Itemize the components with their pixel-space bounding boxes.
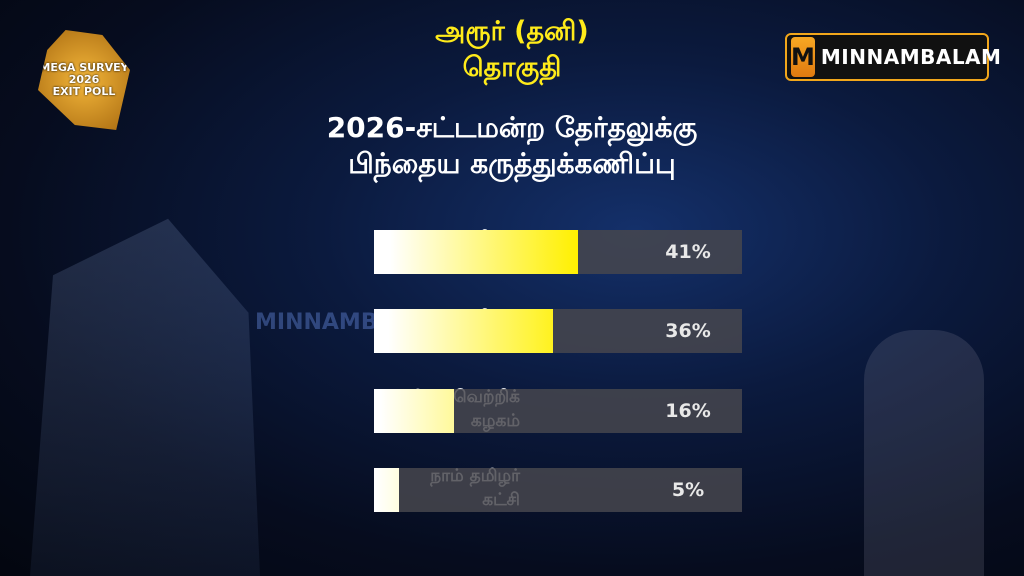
bar-row: நாம் தமிழர்கட்சி5%	[160, 466, 760, 512]
bar-row: தமிழக வெற்றிக்கழகம்16%	[160, 387, 760, 433]
constituency-label: தொகுதி	[462, 52, 562, 83]
data-label: 5%	[671, 479, 705, 501]
chart-title: 2026-சட்டமன்ற தேர்தலுக்கு பிந்தைய கருத்த…	[0, 110, 1024, 182]
bar-track: 16%	[374, 389, 742, 433]
logo-text: EXIT POLL	[52, 85, 116, 99]
constituency-name: அரூர் (தனி)	[435, 16, 589, 47]
bar-track: 41%	[374, 230, 742, 274]
logo-text: 2026	[68, 72, 100, 86]
title-line-2: பிந்தைய கருத்துக்கணிப்பு	[348, 147, 676, 180]
bar-row: திமுககூட்டணி41%	[160, 228, 760, 274]
logo-text: MEGA SURVEY	[39, 60, 129, 74]
title-line-1: 2026-சட்டமன்ற தேர்தலுக்கு	[326, 111, 698, 144]
minnambalam-m-icon: M	[791, 37, 815, 77]
data-label: 41%	[665, 241, 711, 263]
bar	[374, 230, 579, 274]
bar	[374, 389, 454, 433]
bar-row: அதிமுககூட்டணி36%	[160, 307, 760, 353]
bar-track: 5%	[374, 468, 742, 512]
bar	[374, 309, 554, 353]
data-label: 36%	[665, 320, 711, 342]
constituency-title: அரூர் (தனி) தொகுதி	[0, 14, 1024, 86]
minnambalam-logo: M MINNAMBALAM	[785, 33, 1001, 81]
brand-name: MINNAMBALAM	[820, 45, 1002, 69]
background-hand	[864, 330, 984, 576]
bar-track: 36%	[374, 309, 742, 353]
data-label: 16%	[665, 400, 711, 422]
bar	[374, 468, 399, 512]
